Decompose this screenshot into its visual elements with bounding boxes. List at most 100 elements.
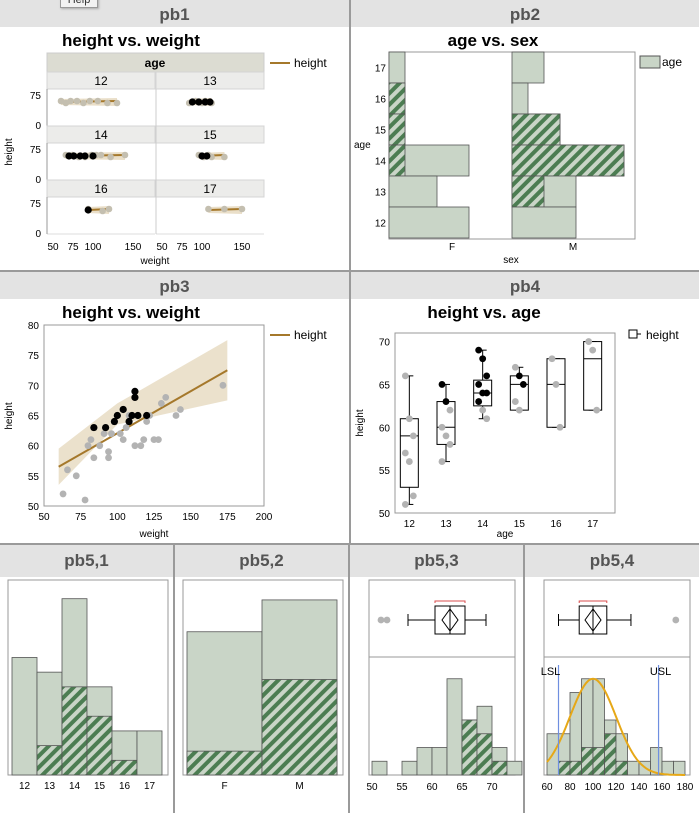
x-tick-label: 150: [182, 512, 199, 523]
data-point-female: [122, 424, 130, 431]
facet-label: 14: [94, 128, 108, 142]
x-tick-label: 100: [585, 782, 602, 793]
facet-label: 12: [94, 74, 108, 88]
x-tick-label: 50: [366, 782, 378, 793]
panel-header: pb2: [351, 0, 699, 27]
data-point-male: [113, 411, 121, 420]
x-tick-label: 200: [256, 512, 273, 523]
plot-frame: [43, 324, 265, 507]
data-point-male: [134, 411, 142, 420]
divider-horizontal-2: [0, 543, 699, 545]
data-point: [475, 398, 483, 405]
histogram-bar-selected: [261, 679, 338, 776]
divider-vertical-top: [349, 0, 351, 545]
pb4-chart: height vs. age 70 65 60 55 50 12 13 14 15 16 17 he…: [355, 303, 679, 540]
data-point: [409, 432, 417, 440]
histogram-bar-selected: [581, 747, 594, 776]
bar-female-selected: [388, 82, 406, 115]
y-tick-label: 75: [30, 199, 42, 210]
histogram-bar-selected: [476, 733, 493, 776]
mean-diamond: [584, 608, 602, 632]
panel-header: pb5,2: [175, 545, 348, 577]
histogram-bar-selected: [111, 759, 138, 776]
data-point-male: [90, 423, 98, 432]
histogram-bar-selected: [186, 750, 263, 776]
y-tick-label: 65: [28, 412, 40, 423]
pb3-chart: height vs. weight 50 75 100 125 150 175 200 80 7…: [4, 303, 327, 540]
data-point: [113, 99, 121, 107]
y-tick-label: 55: [379, 466, 391, 477]
divider-vertical-b2: [348, 545, 350, 813]
plot-area: 70 65 60 55 50 12 13 14 15 16 17: [379, 338, 603, 530]
data-point-selected: [206, 98, 214, 106]
panel-header: pb5,1: [0, 545, 173, 577]
x-tick-label: 75: [75, 512, 87, 523]
divider-horizontal-1: [0, 270, 699, 272]
data-point: [94, 97, 102, 105]
divider-vertical-b1: [173, 545, 175, 813]
x-tick-label: 75: [176, 242, 188, 253]
panel-header: pb4: [351, 272, 699, 299]
x-tick-label: 120: [608, 782, 625, 793]
data-point-selected: [89, 152, 97, 160]
data-point: [475, 346, 483, 354]
x-tick-label: 140: [631, 782, 648, 793]
data-point: [405, 458, 413, 465]
chart-title: height vs. age: [427, 303, 540, 322]
facet-label: 13: [203, 74, 217, 88]
bar-female: [388, 206, 470, 239]
x-tick-label: 55: [396, 782, 408, 793]
data-point-male: [110, 417, 118, 426]
y-axis-label: age: [354, 140, 371, 151]
x-tick-label: M: [295, 781, 303, 792]
chart-title: age vs. sex: [448, 31, 539, 50]
histogram-bar: [446, 678, 463, 776]
x-axis-label: weight: [140, 256, 170, 267]
data-point-selected: [203, 152, 211, 160]
x-tick-label: 14: [69, 781, 81, 792]
facet-label: 15: [203, 128, 217, 142]
histogram-bar-selected: [491, 760, 508, 776]
chart-title: height vs. weight: [62, 303, 200, 322]
data-point: [121, 151, 129, 159]
facet-grid: 12 75 0 13 14 75 0 15 16 75 0 17 50 75 100 150 50 75 100 15…: [30, 71, 265, 253]
data-point: [73, 97, 81, 105]
usl-label: USL: [650, 666, 671, 678]
histogram-bar-selected: [604, 733, 617, 776]
data-point: [446, 406, 454, 414]
legend-label: height: [294, 56, 327, 70]
data-point-female: [84, 442, 92, 450]
data-point: [515, 372, 523, 380]
pb5-1-chart: 12 13 14 15 16 17: [7, 579, 169, 792]
x-axis-label: weight: [139, 529, 169, 540]
data-point-selected: [70, 152, 78, 160]
y-tick-label: 0: [35, 229, 41, 240]
x-tick-label: 100: [194, 242, 211, 253]
pb5-3-chart: 50 55 60 65 70: [366, 579, 523, 793]
data-point-female: [157, 400, 165, 407]
data-point-female: [131, 442, 139, 450]
histogram-bar: [11, 657, 38, 776]
data-point: [519, 381, 527, 388]
data-point-female: [100, 430, 108, 437]
data-point: [585, 338, 593, 345]
y-tick-label: 75: [30, 145, 42, 156]
data-point-female: [137, 442, 145, 450]
pb1-chart: height vs. weight age 12 75 0 13 14 75 0 15 16 75…: [4, 31, 327, 267]
panel-header: pb5,3: [350, 545, 523, 577]
outlier-point: [383, 616, 391, 624]
data-point-male: [143, 411, 151, 420]
x-axis-label: sex: [503, 255, 519, 266]
histogram-bar-selected: [461, 719, 478, 776]
data-point: [593, 406, 601, 414]
bar-group: 17 16 15 14 13 12: [375, 51, 625, 239]
histogram-bar-selected: [592, 747, 605, 776]
data-point-male: [125, 417, 133, 426]
y-tick-label: 12: [375, 219, 387, 230]
y-axis-label: height: [4, 402, 15, 429]
data-point-female: [172, 412, 180, 419]
facet-label: 16: [94, 182, 108, 196]
group-label: age: [145, 56, 166, 70]
histogram-bar: [371, 760, 388, 776]
